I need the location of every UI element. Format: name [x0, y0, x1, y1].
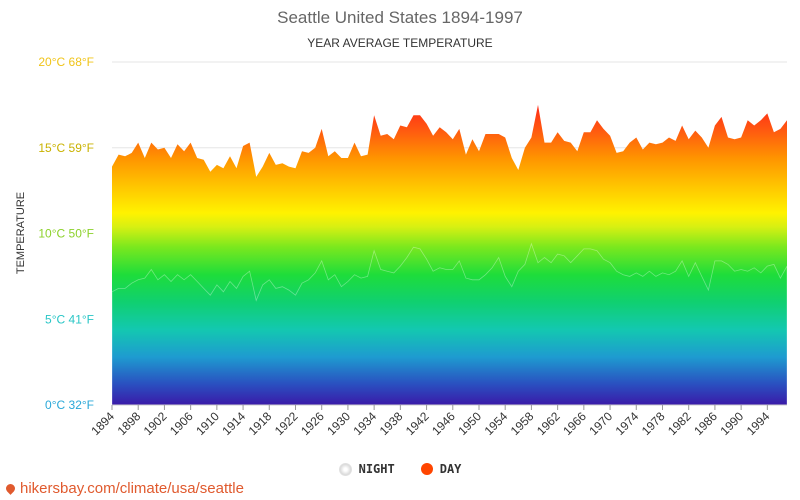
series-areas [111, 104, 788, 406]
legend-item-night[interactable]: NIGHT [338, 462, 395, 476]
x-tick-label: 1918 [246, 409, 275, 438]
x-tick-label: 1934 [350, 409, 379, 438]
legend: NIGHT DAY [0, 462, 800, 476]
x-tick-label: 1950 [455, 409, 484, 438]
day-marker-icon [420, 463, 433, 475]
x-tick-label: 1926 [298, 409, 327, 438]
x-axis-ticks: 1894189819021906191019141918192219261930… [88, 404, 787, 438]
y-tick-label: 15°C 59°F [38, 141, 94, 155]
night-marker-icon [338, 462, 352, 476]
area-chart: 0°C 32°F 5°C 41°F 10°C 50°F 15°C 59°F 20°C 6… [38, 55, 788, 438]
x-tick-label: 1942 [403, 409, 432, 438]
y-axis-ticks: 0°C 32°F 5°C 41°F 10°C 50°F 15°C 59°F 20°C 6… [38, 55, 94, 412]
y-tick-label: 10°C 50°F [38, 227, 94, 241]
x-tick-label: 1898 [115, 409, 144, 438]
x-tick-label: 1930 [324, 409, 353, 438]
legend-item-day[interactable]: DAY [420, 462, 462, 476]
x-tick-label: 1990 [717, 409, 746, 438]
x-tick-label: 1954 [482, 409, 511, 438]
x-tick-label: 1986 [691, 409, 720, 438]
x-tick-label: 1906 [167, 409, 196, 438]
y-tick-label: 0°C 32°F [45, 398, 94, 412]
x-tick-label: 1914 [219, 409, 248, 438]
x-tick-label: 1946 [429, 409, 458, 438]
x-tick-label: 1902 [141, 409, 170, 438]
x-tick-label: 1982 [665, 409, 694, 438]
chart-subtitle: YEAR AVERAGE TEMPERATURE [307, 36, 493, 50]
x-tick-label: 1958 [508, 409, 537, 438]
y-tick-label: 20°C 68°F [38, 55, 94, 69]
x-tick-label: 1894 [88, 409, 117, 438]
night-area [111, 242, 788, 406]
y-tick-label: 5°C 41°F [45, 312, 94, 326]
x-tick-label: 1974 [613, 409, 642, 438]
x-tick-label: 1910 [193, 409, 222, 438]
x-tick-label: 1994 [744, 409, 773, 438]
source-link[interactable]: hikersbay.com/climate/usa/seattle [4, 480, 244, 497]
x-tick-label: 1938 [377, 409, 406, 438]
x-tick-label: 1970 [586, 409, 615, 438]
x-tick-label: 1978 [639, 409, 668, 438]
location-pin-icon [4, 482, 17, 495]
legend-label-day: DAY [439, 462, 462, 476]
x-tick-label: 1922 [272, 409, 301, 438]
chart-title: Seattle United States 1894-1997 [277, 8, 523, 27]
source-url: hikersbay.com/climate/usa/seattle [20, 480, 244, 497]
y-axis-label: TEMPERATURE [15, 191, 27, 275]
x-tick-label: 1962 [534, 409, 563, 438]
legend-label-night: NIGHT [358, 462, 395, 476]
x-tick-label: 1966 [560, 409, 589, 438]
